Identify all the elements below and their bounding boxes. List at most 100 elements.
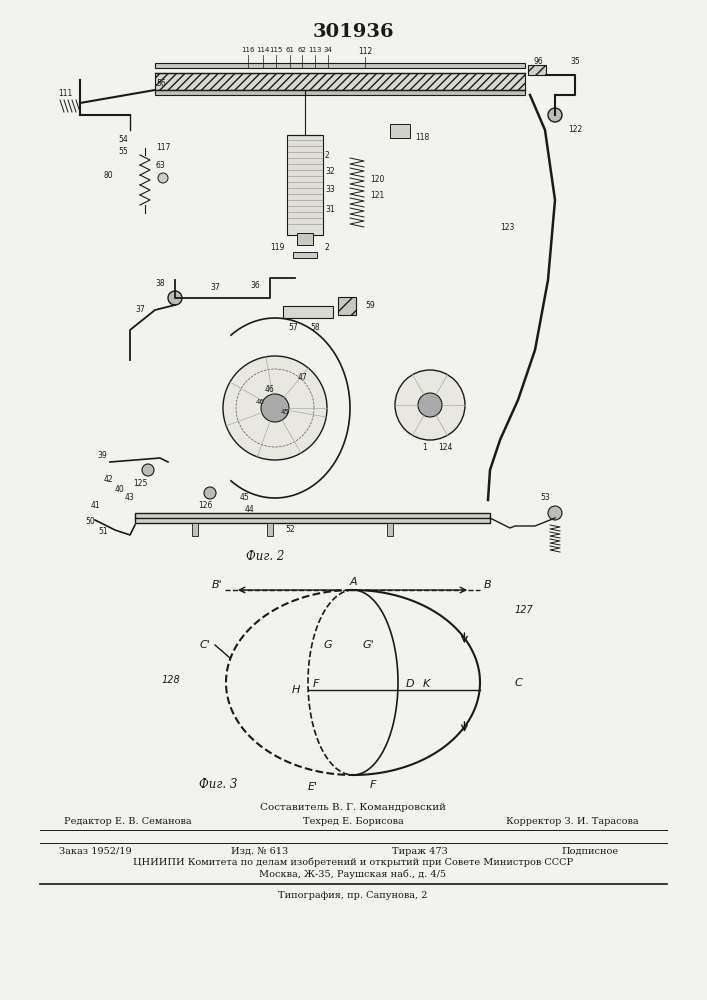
Text: 56: 56 — [156, 79, 166, 88]
Text: 123: 123 — [500, 224, 515, 232]
Circle shape — [168, 291, 182, 305]
Text: 121: 121 — [370, 190, 384, 200]
Text: 36: 36 — [250, 280, 260, 290]
Text: F: F — [312, 679, 319, 689]
Bar — [387, 523, 393, 536]
Text: G: G — [324, 641, 332, 650]
Text: 41: 41 — [90, 500, 100, 510]
Text: 33: 33 — [325, 186, 334, 194]
Text: 40: 40 — [115, 486, 125, 494]
Text: Составитель В. Г. Командровский: Составитель В. Г. Командровский — [260, 804, 446, 812]
Text: Подписное: Подписное — [561, 846, 619, 856]
Circle shape — [418, 393, 442, 417]
Text: 114: 114 — [257, 47, 269, 53]
Text: Изд. № 613: Изд. № 613 — [231, 846, 288, 856]
Bar — [192, 523, 198, 536]
Bar — [155, 90, 525, 95]
Text: 52: 52 — [285, 526, 295, 534]
Text: 37: 37 — [210, 284, 220, 292]
Text: E': E' — [308, 782, 318, 792]
Text: 125: 125 — [133, 479, 147, 488]
Text: 45: 45 — [240, 493, 250, 502]
Text: 44: 44 — [245, 506, 255, 514]
Text: 118: 118 — [415, 133, 429, 142]
Text: 51: 51 — [98, 528, 107, 536]
Text: Редактор Е. В. Семанова: Редактор Е. В. Семанова — [64, 818, 192, 826]
Text: Техред Е. Борисова: Техред Е. Борисова — [303, 818, 404, 826]
Text: 46: 46 — [255, 399, 264, 405]
Text: 2: 2 — [325, 243, 329, 252]
Text: 124: 124 — [438, 444, 452, 452]
Text: 46: 46 — [265, 385, 275, 394]
Text: 128: 128 — [161, 675, 180, 685]
Bar — [297, 233, 313, 245]
Text: 35: 35 — [570, 57, 580, 66]
Text: 2: 2 — [325, 150, 329, 159]
Bar — [155, 63, 525, 68]
Text: B': B' — [211, 580, 222, 590]
Text: ЦНИИПИ Комитета по делам изобретений и открытий при Совете Министров СССР: ЦНИИПИ Комитета по делам изобретений и о… — [133, 857, 573, 867]
Bar — [135, 513, 490, 523]
Text: 122: 122 — [568, 125, 583, 134]
Text: Корректор З. И. Тарасова: Корректор З. И. Тарасова — [506, 818, 638, 826]
Circle shape — [223, 356, 327, 460]
Bar — [338, 297, 356, 315]
Text: 42: 42 — [103, 476, 113, 485]
Text: 301936: 301936 — [312, 23, 394, 41]
Text: 58: 58 — [310, 322, 320, 332]
Text: 63: 63 — [156, 160, 165, 169]
Text: D: D — [406, 679, 414, 689]
Text: 47: 47 — [298, 373, 308, 382]
Text: 37: 37 — [135, 306, 145, 314]
Text: 126: 126 — [198, 500, 212, 510]
Text: 113: 113 — [308, 47, 322, 53]
Text: C: C — [515, 678, 522, 688]
Text: 62: 62 — [298, 47, 306, 53]
Circle shape — [395, 370, 465, 440]
Text: 45: 45 — [281, 409, 289, 415]
Text: 32: 32 — [325, 167, 334, 176]
Text: 31: 31 — [325, 206, 334, 215]
Text: 117: 117 — [156, 143, 170, 152]
Text: 80: 80 — [103, 170, 113, 180]
Text: C': C' — [199, 640, 211, 650]
Text: 38: 38 — [156, 279, 165, 288]
Text: 54: 54 — [118, 135, 128, 144]
Text: H: H — [292, 685, 300, 695]
Bar — [528, 65, 546, 75]
Text: 112: 112 — [358, 47, 372, 56]
Bar — [267, 523, 273, 536]
Text: 111: 111 — [58, 89, 72, 98]
Text: 39: 39 — [97, 450, 107, 460]
Bar — [283, 306, 333, 318]
Circle shape — [142, 464, 154, 476]
Text: Фиг. 3: Фиг. 3 — [199, 778, 237, 792]
Text: 1: 1 — [423, 444, 427, 452]
Text: F: F — [370, 780, 376, 790]
Circle shape — [548, 506, 562, 520]
Bar — [293, 252, 317, 258]
Text: B: B — [484, 580, 492, 590]
Circle shape — [548, 108, 562, 122]
Text: Москва, Ж-35, Раушская наб., д. 4/5: Москва, Ж-35, Раушская наб., д. 4/5 — [259, 869, 447, 879]
Bar — [155, 73, 525, 90]
Circle shape — [261, 394, 289, 422]
Text: 127: 127 — [515, 605, 534, 615]
Text: 43: 43 — [125, 492, 135, 502]
Text: 57: 57 — [288, 322, 298, 332]
Text: 50: 50 — [85, 518, 95, 526]
Text: 61: 61 — [286, 47, 295, 53]
Text: Заказ 1952/19: Заказ 1952/19 — [59, 846, 132, 856]
Bar — [390, 124, 410, 138]
Text: Типография, пр. Сапунова, 2: Типография, пр. Сапунова, 2 — [279, 890, 428, 900]
Circle shape — [204, 487, 216, 499]
Text: K: K — [422, 679, 430, 689]
Text: Тираж 473: Тираж 473 — [392, 846, 448, 856]
Text: G': G' — [362, 641, 374, 650]
Text: 119: 119 — [271, 243, 285, 252]
Text: A: A — [349, 577, 357, 587]
Text: 120: 120 — [370, 176, 385, 184]
Text: 55: 55 — [118, 147, 128, 156]
Text: 53: 53 — [540, 493, 550, 502]
Text: 115: 115 — [269, 47, 283, 53]
